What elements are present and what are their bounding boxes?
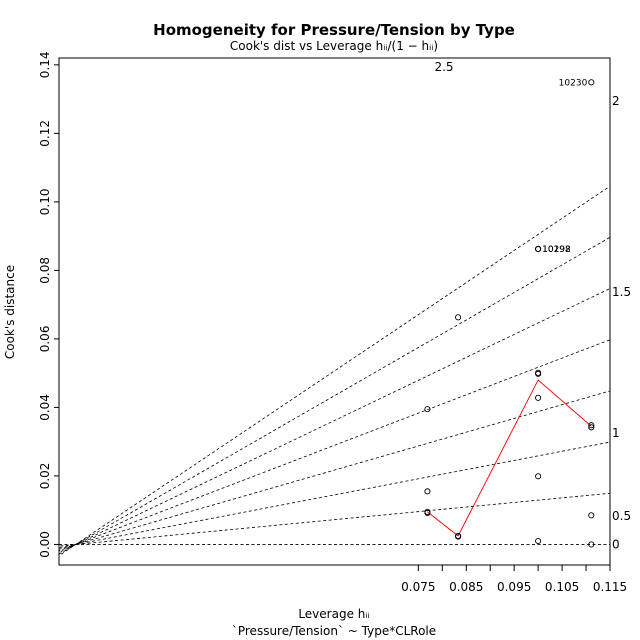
data-point-18 (588, 541, 595, 548)
x-tick-label-2: 0.085 (449, 580, 483, 594)
x-tick-label-4: 0.095 (497, 580, 531, 594)
data-point-16 (588, 424, 595, 431)
y-tick-label-5: 0.10 (38, 189, 52, 216)
y-axis-label: Cook's distance (3, 265, 17, 359)
data-point-11 (535, 394, 542, 401)
y-tick-label-7: 0.14 (38, 51, 52, 78)
y-tick-label-3: 0.06 (38, 326, 52, 353)
y-tick-label-4: 0.08 (38, 257, 52, 284)
contour-label-2: 1 (612, 426, 620, 440)
x-tick-label-8: 0.115 (593, 580, 627, 594)
data-point-13 (535, 537, 542, 545)
data-point-6 (455, 533, 462, 540)
contour-lines (59, 185, 610, 557)
data-point-4 (455, 314, 462, 321)
contour-label-4: 2 (612, 94, 620, 108)
data-point-10 (535, 370, 542, 377)
plot-area: 0 0.5 1 1.5 2 2.5 0.00 0.02 0.04 0.06 0.08 0.10 0.12… (38, 51, 631, 594)
data-point-12 (535, 473, 542, 480)
point-label-14: 10230 (559, 78, 588, 88)
y-tick-label-1: 0.02 (38, 463, 52, 490)
chart-title: Homogeneity for Pressure/Tension by Type (153, 21, 515, 39)
smooth-line (427, 379, 592, 537)
y-tick-label-6: 0.12 (38, 120, 52, 147)
contour-line-7 (59, 185, 610, 557)
contour-line-4 (59, 339, 610, 552)
data-point-17 (588, 512, 595, 519)
y-tick-label-0: 0.00 (38, 531, 52, 558)
data-point-0 (424, 406, 431, 413)
contour-line-6 (59, 236, 610, 555)
point-label-8: 10292 (542, 245, 571, 255)
data-point-8 (535, 246, 542, 253)
contour-line-3 (59, 390, 610, 550)
x-axis-sublabel: `Pressure/Tension` ~ Type*CLRole (232, 624, 436, 638)
y-tick-label-2: 0.04 (38, 394, 52, 421)
data-point-3 (424, 509, 431, 516)
contour-line-1 (59, 492, 610, 547)
x-tick-label-6: 0.105 (545, 580, 579, 594)
data-point-15 (588, 422, 595, 429)
plot-frame (58, 57, 611, 566)
x-tick-label-0: 0.075 (401, 580, 435, 594)
contour-label-5: 2.5 (434, 60, 453, 74)
contour-label-1: 0.5 (612, 509, 631, 523)
point-label-7: 10198 (542, 245, 571, 255)
contour-line-2 (59, 441, 610, 549)
contour-line-5 (59, 288, 610, 553)
data-point-14 (588, 79, 595, 86)
contour-label-3: 1.5 (612, 285, 631, 299)
chart-subtitle: Cook's dist vs Leverage hᵢᵢ/(1 − hᵢᵢ) (230, 39, 438, 53)
x-axis-label: Leverage hᵢᵢ (298, 607, 369, 621)
data-point-1 (424, 488, 431, 495)
contour-label-0: 0 (612, 537, 620, 551)
